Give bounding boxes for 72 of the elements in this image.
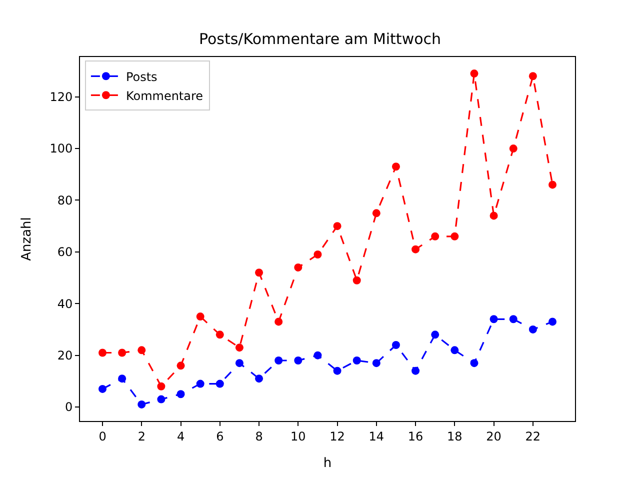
point [314,250,322,259]
point [470,359,478,368]
legend-label: Kommentare [126,88,204,103]
point [176,362,185,370]
point [216,330,224,339]
y-tick-label: 100 [50,142,73,156]
point [470,70,478,78]
chart-title: Posts/Kommentare am Mittwoch [198,30,442,48]
point [412,245,420,254]
point [392,162,400,171]
point [118,348,126,357]
y-tick-label: 60 [57,245,73,260]
x-tick-label: 0 [98,429,106,444]
x-tick-label: 12 [330,429,345,444]
point [196,312,204,321]
point [294,263,302,272]
point [490,212,498,220]
point [333,222,342,230]
x-tick-label: 10 [290,429,306,444]
point [216,380,224,388]
point [157,382,166,390]
point [333,366,342,375]
point [352,356,361,365]
point [138,346,146,354]
y-tick-label: 80 [57,193,73,208]
point [294,356,302,365]
point [138,400,146,408]
y-tick-label: 20 [57,348,73,363]
x-tick-label: 20 [486,429,502,444]
point [431,232,440,240]
point [235,359,244,368]
x-tick-label: 16 [408,429,424,444]
point [372,209,380,218]
x-tick-label: 14 [368,429,384,444]
point [255,268,264,277]
point [314,351,322,360]
y-tick-label: 40 [57,296,73,311]
x-tick-label: 2 [138,429,146,444]
point [118,374,126,383]
point [235,344,244,352]
x-tick-label: 18 [447,429,462,444]
point [274,356,283,365]
point [431,330,440,339]
x-tick-label: 4 [176,429,185,444]
y-tick-label: 0 [64,400,73,414]
point [157,395,166,404]
x-axis-title: h [323,456,332,471]
point [509,144,518,153]
legend-label: Posts [126,70,158,84]
point [196,380,204,388]
point [450,346,459,354]
point [528,72,537,80]
y-axis-title: Anzahl [20,217,35,261]
point [98,348,106,357]
y-tick-label: 120 [50,90,73,104]
point [255,374,264,383]
point [352,276,361,284]
point [528,325,537,334]
point [392,340,400,349]
point [372,359,380,368]
point [98,384,106,393]
x-tick-label: 6 [216,429,224,444]
point [548,318,556,326]
point [412,366,420,375]
point [490,315,498,324]
x-tick-label: 8 [255,429,263,444]
point [274,318,283,326]
point [548,180,556,189]
point [176,390,185,398]
x-tick-label: 22 [525,429,541,444]
point [509,315,518,324]
point [450,232,459,240]
